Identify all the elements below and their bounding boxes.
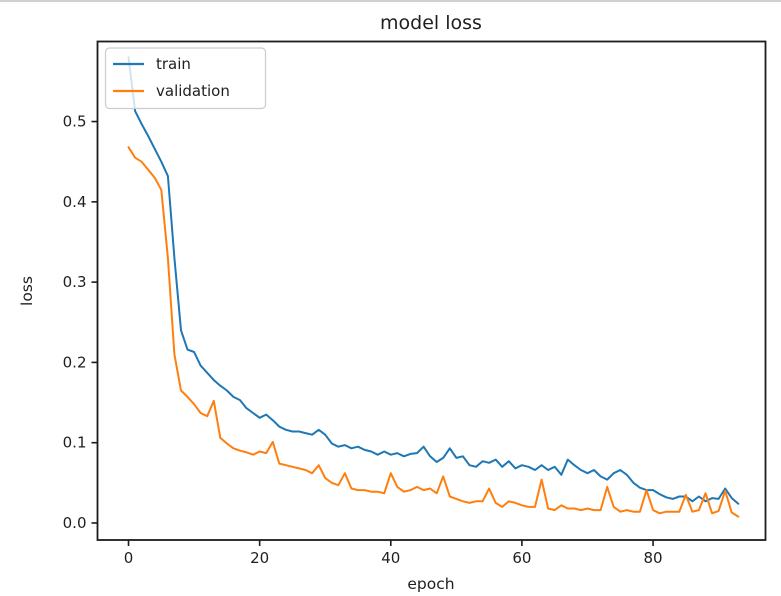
x-tick-label: 40 <box>381 549 400 567</box>
x-tick-label: 0 <box>124 549 134 567</box>
y-tick-label: 0.4 <box>63 193 87 211</box>
x-tick-label: 20 <box>250 549 269 567</box>
series-line-train <box>127 56 740 505</box>
y-axis-label: loss <box>18 276 36 306</box>
x-tick-label: 60 <box>512 549 531 567</box>
legend-label-validation: validation <box>156 82 230 100</box>
legend-label-train: train <box>156 55 191 73</box>
chart-title: model loss <box>380 12 482 34</box>
y-tick-label: 0.1 <box>63 434 87 452</box>
y-tick-label: 0.5 <box>63 113 87 131</box>
y-tick-label: 0.2 <box>63 353 87 371</box>
legend: train validation <box>104 47 267 110</box>
x-tick-label: 80 <box>644 549 663 567</box>
axes-spines <box>96 40 767 541</box>
plot-area: 0 20 40 60 80 0.0 0.1 0.2 0.3 0.4 0.5 <box>63 40 767 567</box>
y-tick-label: 0.3 <box>63 273 87 291</box>
series-line-validation <box>127 146 740 518</box>
window-top-edge <box>0 0 781 2</box>
x-axis-label: epoch <box>407 575 454 593</box>
legend-frame <box>104 47 267 110</box>
y-tick-label: 0.0 <box>63 514 87 532</box>
